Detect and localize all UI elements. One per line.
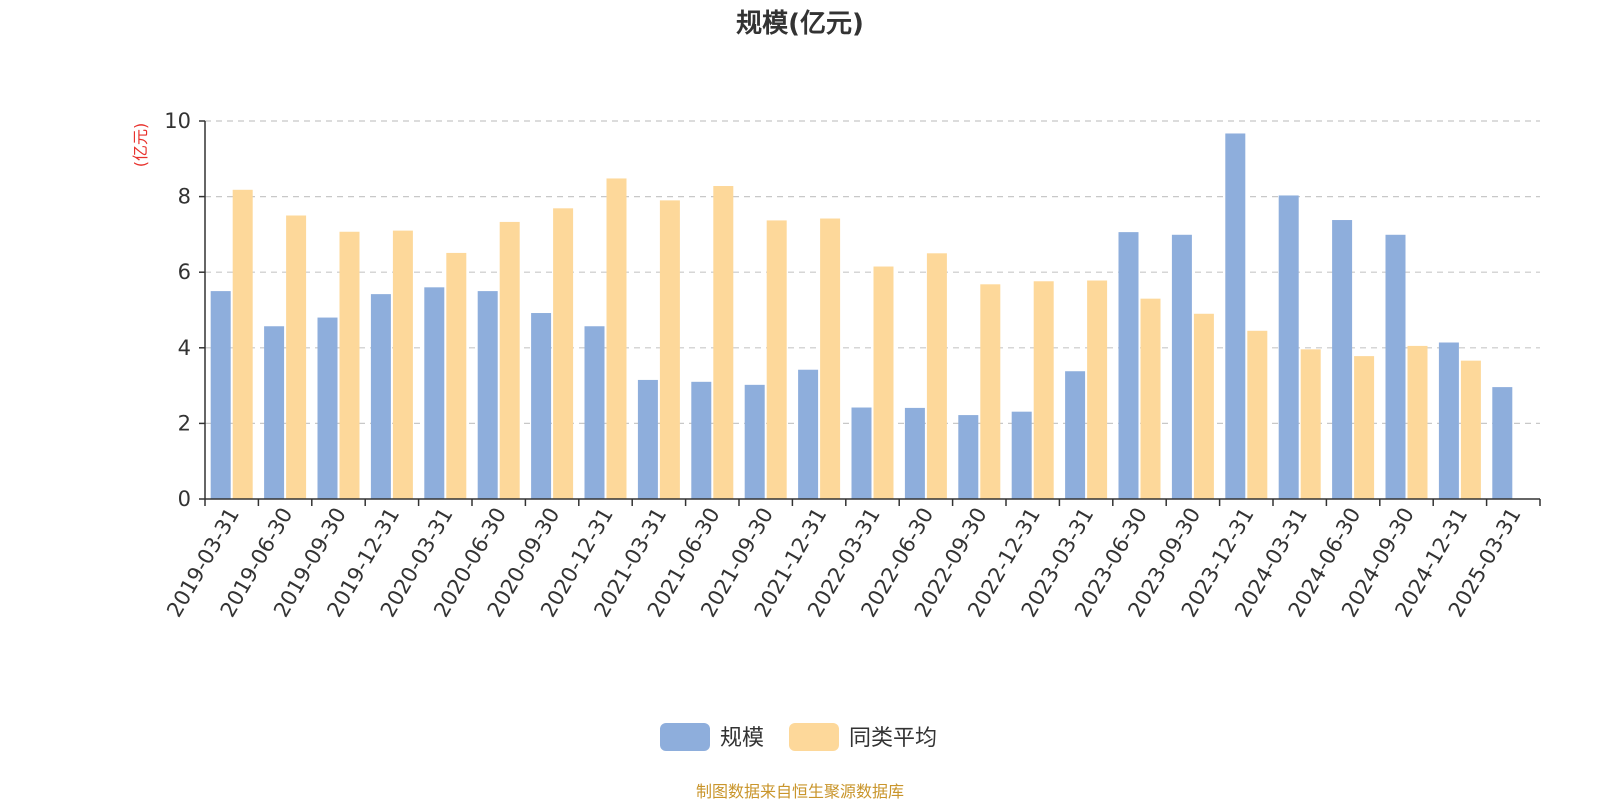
bar-peer-average	[553, 208, 574, 499]
bar-peer-average	[766, 220, 787, 499]
bar-scale	[637, 379, 658, 499]
legend-item-peer-average[interactable]: 同类平均	[789, 723, 937, 751]
y-tick-label: 4	[178, 336, 191, 360]
y-tick-label: 6	[178, 260, 191, 284]
legend-label-peer-average: 同类平均	[849, 726, 937, 751]
bar-peer-average	[1140, 298, 1161, 499]
bar-scale	[1011, 411, 1032, 499]
y-tick-label: 0	[178, 487, 191, 511]
legend-swatch-scale	[660, 723, 710, 751]
legend-swatch-peer-average	[789, 723, 839, 751]
legend: 规模 同类平均	[660, 723, 937, 751]
bars	[210, 133, 1513, 500]
y-tick-labels: 0 2 4 6 8 10	[164, 109, 191, 511]
bar-scale	[1278, 195, 1299, 499]
bar-peer-average	[926, 253, 947, 499]
bar-scale	[477, 291, 498, 499]
chart-title: 规模(亿元)	[736, 9, 864, 39]
y-tick-label: 8	[178, 185, 191, 209]
bar-scale	[1385, 234, 1406, 499]
bar-scale	[584, 326, 605, 499]
source-note: 制图数据来自恒生聚源数据库	[696, 782, 904, 800]
bar-scale	[1118, 232, 1139, 499]
bar-peer-average	[1033, 281, 1054, 499]
bar-scale	[264, 326, 285, 499]
bar-peer-average	[1300, 349, 1321, 499]
bar-scale	[1065, 371, 1086, 499]
bar-peer-average	[339, 231, 360, 499]
bar-scale	[904, 407, 925, 499]
bar-peer-average	[980, 284, 1001, 499]
bar-peer-average	[499, 221, 520, 499]
bar-peer-average	[1354, 356, 1375, 499]
bar-scale	[1332, 220, 1353, 499]
bar-scale	[1171, 234, 1192, 499]
bar-peer-average	[606, 178, 627, 499]
bar-scale	[531, 313, 552, 499]
legend-item-scale[interactable]: 规模	[660, 723, 764, 751]
bar-peer-average	[1247, 330, 1268, 499]
bar-scale	[958, 415, 979, 499]
bar-scale	[210, 291, 231, 499]
bar-scale	[1225, 133, 1246, 499]
bar-peer-average	[286, 215, 307, 499]
bar-peer-average	[392, 230, 413, 499]
bar-scale	[691, 381, 712, 499]
bar-scale	[744, 384, 765, 499]
bar-scale	[1438, 342, 1459, 499]
y-axis-label: (亿元)	[131, 123, 150, 168]
bar-peer-average	[1460, 360, 1481, 499]
legend-label-scale: 规模	[720, 726, 764, 751]
bar-peer-average	[873, 266, 894, 499]
bar-peer-average	[1193, 313, 1214, 499]
bar-peer-average	[232, 189, 253, 499]
y-tick-label: 2	[178, 411, 191, 435]
x-tick-labels: 2019-03-312019-06-302019-09-302019-12-31…	[162, 504, 1525, 622]
axes	[199, 120, 1541, 506]
y-tick-label: 10	[164, 109, 191, 133]
bar-peer-average	[659, 200, 680, 499]
bar-peer-average	[713, 186, 734, 500]
bar-scale	[424, 287, 445, 499]
bar-peer-average	[446, 252, 467, 499]
bar-scale	[317, 317, 338, 499]
bar-peer-average	[820, 218, 841, 500]
bar-peer-average	[1407, 345, 1428, 499]
bar-scale	[798, 369, 819, 499]
bar-scale	[370, 294, 391, 499]
bar-scale	[1492, 387, 1513, 499]
bar-peer-average	[1087, 280, 1108, 499]
bar-scale	[851, 407, 872, 499]
